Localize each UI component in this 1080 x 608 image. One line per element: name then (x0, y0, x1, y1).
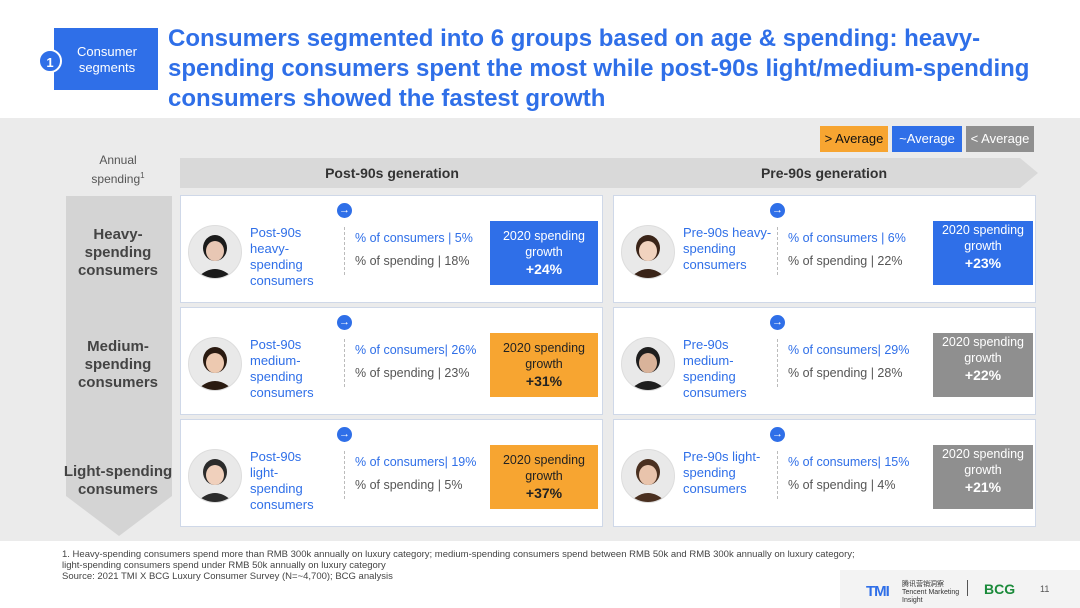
avatar (188, 225, 242, 279)
share-of-consumers: % of consumers| 15% (788, 455, 910, 469)
share-of-spending: % of spending | 4% (788, 478, 896, 492)
footnote: 1. Heavy-spending consumers spend more t… (62, 549, 862, 582)
header (0, 0, 1080, 118)
arrow-right-icon[interactable]: → (770, 315, 785, 330)
growth-value: +22% (964, 367, 1002, 383)
growth-value: +37% (525, 485, 563, 501)
card-divider (777, 451, 778, 499)
segment-label-heavy: Heavy-spending consumers (77, 226, 159, 279)
share-of-spending: % of spending | 18% (355, 254, 470, 268)
generation-arrow (180, 158, 1038, 188)
spending-growth-box: 2020 spending growth +31% (490, 333, 598, 397)
growth-value: +21% (964, 479, 1002, 495)
arrow-right-icon[interactable]: → (770, 203, 785, 218)
share-of-spending: % of spending | 28% (788, 366, 903, 380)
spending-growth-box: 2020 spending growth +23% (933, 221, 1033, 285)
share-of-consumers: % of consumers| 19% (355, 455, 477, 469)
person-photo-icon (189, 450, 241, 502)
spending-level-arrow (66, 196, 172, 536)
spending-growth-box: 2020 spending growth +21% (933, 445, 1033, 509)
card-divider (344, 227, 345, 275)
card-title: Pre-90s light-spending consumers (683, 449, 761, 496)
spending-growth-box: 2020 spending growth +37% (490, 445, 598, 509)
footnote-ref: 1 (140, 171, 145, 180)
arrow-right-icon[interactable]: → (337, 315, 352, 330)
share-of-spending: % of spending | 5% (355, 478, 463, 492)
segment-label-medium: Medium-spending consumers (77, 338, 159, 391)
person-photo-icon (622, 226, 674, 278)
person-photo-icon (622, 338, 674, 390)
card-divider (344, 451, 345, 499)
share-of-consumers: % of consumers | 6% (788, 231, 906, 245)
bcg-logo: BCG (984, 581, 1016, 597)
arrow-right-icon[interactable]: → (770, 427, 785, 442)
spending-growth-box: 2020 spending growth +24% (490, 221, 598, 285)
pre90-generation-label: Pre-90s generation (760, 165, 888, 181)
card-title: Pre-90s medium-spending consumers (683, 337, 747, 400)
annual-spending-label: Annual spending1 (74, 152, 162, 187)
share-of-consumers: % of consumers| 29% (788, 343, 910, 357)
logo-area (840, 570, 1080, 608)
share-of-spending: % of spending | 23% (355, 366, 470, 380)
growth-label: 2020 spending growth (502, 229, 586, 259)
avatar (188, 449, 242, 503)
page-title: Consumers segmented into 6 groups based … (168, 25, 1030, 112)
avatar (621, 337, 675, 391)
card-divider (344, 339, 345, 387)
tmi-logo: TMI (866, 583, 890, 600)
card-divider (777, 339, 778, 387)
growth-value: +24% (525, 261, 563, 277)
avatar (621, 225, 675, 279)
arrow-right-icon[interactable]: → (337, 427, 352, 442)
share-of-spending: % of spending | 22% (788, 254, 903, 268)
share-of-consumers: % of consumers | 5% (355, 231, 473, 245)
section-number-badge: 1 (38, 49, 62, 73)
footnote-source: Source: 2021 TMI X BCG Luxury Consumer S… (62, 571, 393, 582)
growth-value: +31% (525, 373, 563, 389)
post90-generation-label: Post-90s generation (325, 165, 459, 181)
annual-spending-text: Annual spending (91, 153, 141, 186)
growth-label: 2020 spending growth (941, 223, 1025, 253)
tmi-logo-subtitle: 腾讯营销洞察 Tencent Marketing Insight (902, 581, 960, 604)
growth-label: 2020 spending growth (941, 335, 1025, 365)
card-title: Post-90s light-spending consumers (250, 449, 314, 512)
arrow-right-icon[interactable]: → (337, 203, 352, 218)
footnote-definition: 1. Heavy-spending consumers spend more t… (62, 549, 855, 571)
card-divider (777, 227, 778, 275)
legend-above-average: > Average (820, 126, 888, 152)
legend-average: ~Average (892, 126, 962, 152)
segment-label-light: Light-spending consumers (63, 463, 173, 498)
avatar (621, 449, 675, 503)
person-photo-icon (622, 450, 674, 502)
growth-label: 2020 spending growth (502, 453, 586, 483)
person-photo-icon (189, 226, 241, 278)
avatar (188, 337, 242, 391)
section-tag (54, 28, 158, 90)
card-title: Pre-90s heavy-spending consumers (683, 225, 772, 272)
growth-value: +23% (964, 255, 1002, 271)
card-title: Post-90s medium-spending consumers (250, 337, 314, 400)
growth-label: 2020 spending growth (941, 447, 1025, 477)
section-label: Consumer segments (77, 44, 137, 75)
share-of-consumers: % of consumers| 26% (355, 343, 477, 357)
legend-below-average: < Average (966, 126, 1034, 152)
logo-divider (967, 580, 968, 596)
page-number: 11 (1040, 584, 1050, 594)
card-title: Post-90s heavy-spending consumers (250, 225, 314, 288)
growth-label: 2020 spending growth (502, 341, 586, 371)
person-photo-icon (189, 338, 241, 390)
spending-growth-box: 2020 spending growth +22% (933, 333, 1033, 397)
